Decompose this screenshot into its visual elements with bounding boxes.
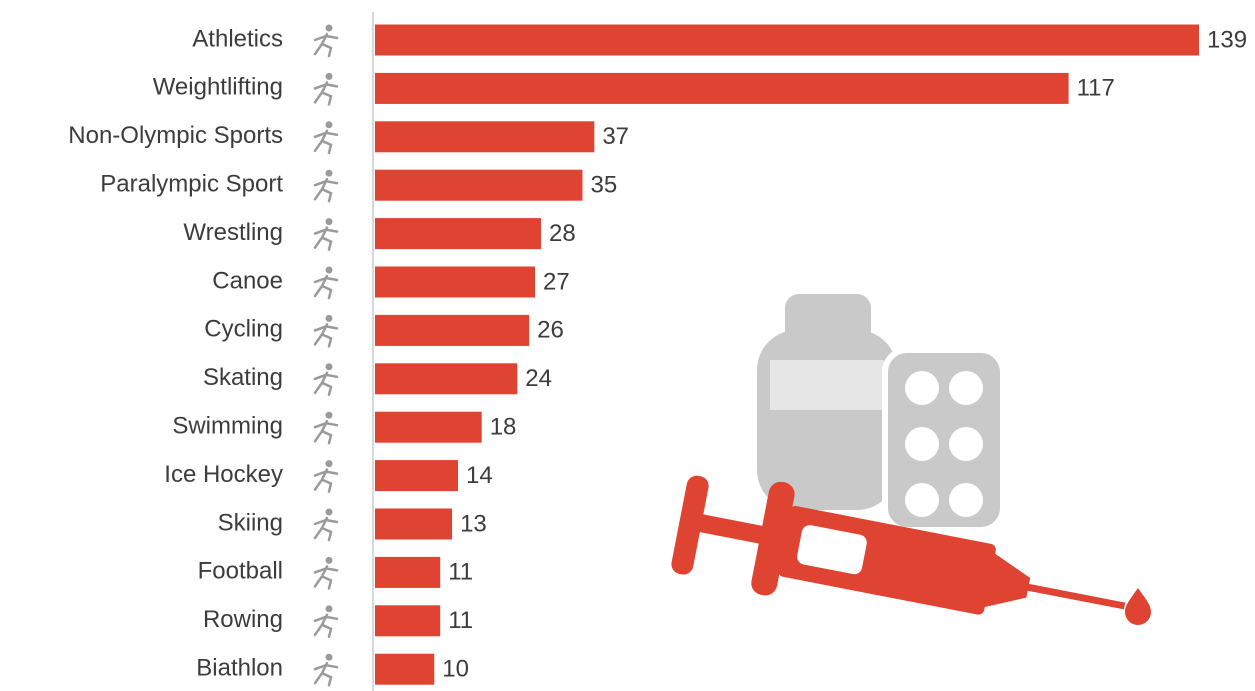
category-label: Rowing xyxy=(203,606,283,633)
sport-icon xyxy=(315,460,337,492)
value-label: 11 xyxy=(448,607,473,634)
bar xyxy=(375,605,440,636)
category-label: Ice Hockey xyxy=(164,461,283,488)
sport-icon xyxy=(315,121,337,153)
value-label: 13 xyxy=(460,510,487,537)
value-label: 27 xyxy=(543,268,570,295)
value-label: 26 xyxy=(537,317,564,344)
category-label: Skating xyxy=(203,364,283,391)
value-label: 24 xyxy=(525,365,552,392)
bar xyxy=(375,25,1199,56)
bar xyxy=(375,121,594,152)
value-label: 35 xyxy=(590,172,617,199)
bar xyxy=(375,73,1069,104)
value-label: 14 xyxy=(466,462,493,489)
category-label: Paralympic Sport xyxy=(100,171,283,198)
bar xyxy=(375,218,541,249)
value-label: 28 xyxy=(549,220,576,247)
bar xyxy=(375,363,517,394)
bar xyxy=(375,460,458,491)
bar xyxy=(375,557,440,588)
sport-icon xyxy=(315,25,337,57)
sport-icon xyxy=(315,363,337,395)
bar xyxy=(375,170,582,201)
bar xyxy=(375,654,434,685)
bar xyxy=(375,267,535,298)
bar xyxy=(375,315,529,346)
value-label: 117 xyxy=(1077,75,1115,102)
category-label: Athletics xyxy=(192,25,283,52)
sport-icon xyxy=(315,170,337,202)
category-label: Football xyxy=(198,558,283,585)
category-label: Biathlon xyxy=(196,655,283,682)
category-label: Swimming xyxy=(172,413,283,440)
category-label: Canoe xyxy=(212,267,283,294)
value-label: 18 xyxy=(490,414,517,441)
sport-icon xyxy=(315,654,337,686)
value-label: 37 xyxy=(602,123,629,150)
sport-icon xyxy=(315,412,337,444)
sport-icon xyxy=(315,509,337,541)
sport-icon xyxy=(315,557,337,589)
value-label: 139 xyxy=(1207,26,1247,53)
sport-icon xyxy=(315,218,337,250)
bar xyxy=(375,412,482,443)
category-label: Weightlifting xyxy=(153,74,283,101)
category-label: Non-Olympic Sports xyxy=(68,122,283,149)
bar xyxy=(375,509,452,540)
value-label: 11 xyxy=(448,559,473,586)
chart: Athletics 139 Weightlifting 117 Non-Olympic … xyxy=(0,0,1255,691)
sport-icon xyxy=(315,73,337,105)
category-label: Wrestling xyxy=(183,219,283,246)
sport-icon xyxy=(315,267,337,299)
illustration xyxy=(669,294,1151,663)
category-label: Cycling xyxy=(204,316,283,343)
value-label: 10 xyxy=(442,656,469,683)
category-label: Skiing xyxy=(218,509,283,536)
sport-icon xyxy=(315,605,337,637)
sport-icon xyxy=(315,315,337,347)
